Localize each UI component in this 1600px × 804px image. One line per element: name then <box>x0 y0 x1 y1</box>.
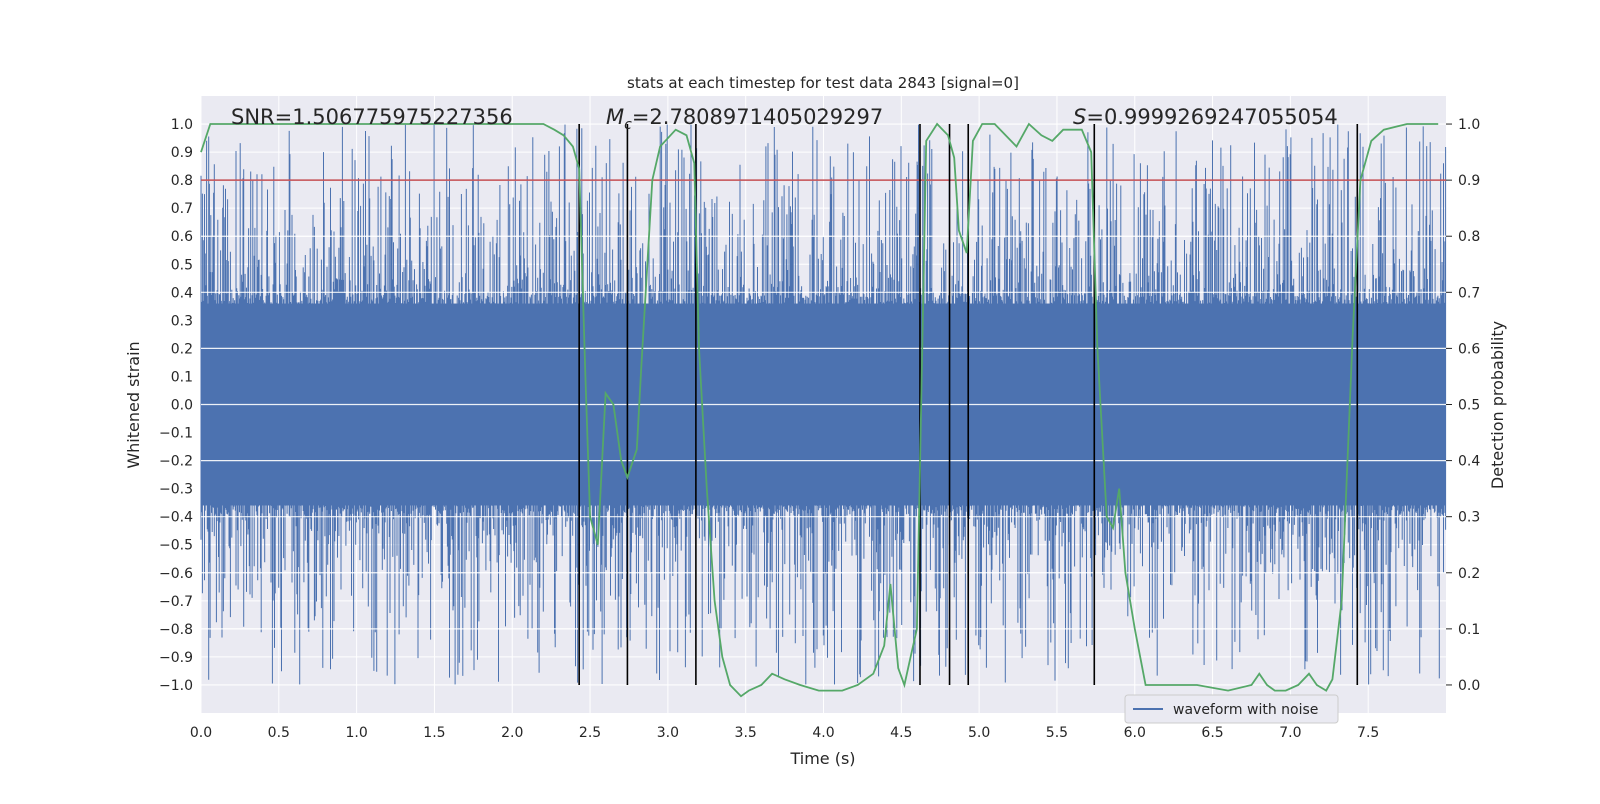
x-tick-label: 1.5 <box>423 725 445 741</box>
x-tick-label: 6.5 <box>1201 725 1223 741</box>
y2-tick-label: 0.7 <box>1458 285 1480 301</box>
y2-tick-label: 0.4 <box>1458 454 1480 470</box>
annotation-s: S=0.9999269247055054 <box>1073 105 1338 129</box>
x-tick-label: 0.0 <box>190 725 212 741</box>
y-tick-label: 1.0 <box>171 117 193 133</box>
y-tick-label: −0.7 <box>159 594 193 610</box>
y-tick-label: −0.8 <box>159 622 193 638</box>
x-tick-label: 3.5 <box>735 725 757 741</box>
y-tick-label: −1.0 <box>159 678 193 694</box>
annotation-s-value: =0.9999269247055054 <box>1086 105 1337 129</box>
x-tick-label: 2.0 <box>501 725 523 741</box>
y2-axis-label: Detection probability <box>1488 321 1507 489</box>
y-tick-label: 0.8 <box>171 173 193 189</box>
y2-tick-label: 0.3 <box>1458 510 1480 526</box>
annotation-s-symbol: S <box>1073 105 1086 129</box>
x-tick-label: 5.0 <box>968 725 990 741</box>
probability-layer <box>200 122 1439 698</box>
y-tick-label: −0.3 <box>159 482 193 498</box>
annotation-mc: Mc=2.7808971405029297 <box>606 105 883 133</box>
x-tick-label: 7.0 <box>1279 725 1301 741</box>
y2-tick-label: 0.2 <box>1458 566 1480 582</box>
y-tick-label: −0.5 <box>159 538 193 554</box>
annotation-mc-value: =2.7808971405029297 <box>632 105 883 129</box>
y-tick-label: 0.7 <box>171 201 193 217</box>
x-tick-label: 3.0 <box>657 725 679 741</box>
y-tick-label: 0.6 <box>171 229 193 245</box>
y-tick-label: 0.2 <box>171 341 193 357</box>
y-tick-label: −0.6 <box>159 566 193 582</box>
y2-tick-label: 0.1 <box>1458 622 1480 638</box>
x-tick-label: 4.0 <box>812 725 834 741</box>
y-tick-label: −0.1 <box>159 426 193 442</box>
y-tick-label: −0.4 <box>159 510 193 526</box>
annotation-mc-symbol: M <box>606 105 624 129</box>
x-tick-label: 4.5 <box>890 725 912 741</box>
y-tick-label: 0.1 <box>171 369 193 385</box>
y-axis-label: Whitened strain <box>124 341 143 468</box>
x-tick-label: 7.5 <box>1357 725 1379 741</box>
annotation-mc-subscript: c <box>624 117 632 133</box>
detection-probability-line <box>200 122 1439 698</box>
legend-label: waveform with noise <box>1173 702 1318 718</box>
y-tick-label: −0.9 <box>159 650 193 666</box>
annotation-snr: SNR=1.506775975227356 <box>231 105 513 129</box>
tick-labels: 0.0 0.5 1.0 1.5 2.0 2.5 3.0 3.5 4.0 4.5 5.0 5.5 6.0 6… <box>159 117 1480 741</box>
x-tick-label: 2.5 <box>579 725 601 741</box>
x-tick-label: 1.0 <box>345 725 367 741</box>
x-axis-label: Time (s) <box>789 749 855 768</box>
legend: waveform with noise <box>1124 694 1339 724</box>
legend-box <box>1124 694 1339 724</box>
y-tick-label: 0.4 <box>171 285 193 301</box>
y2-tick-label: 0.5 <box>1458 398 1480 414</box>
y2-tick-label: 0.9 <box>1458 173 1480 189</box>
y-tick-label: −0.2 <box>159 454 193 470</box>
chart-title: stats at each timestep for test data 284… <box>627 74 1019 92</box>
y-tick-label: 0.9 <box>171 145 193 161</box>
x-tick-label: 5.5 <box>1046 725 1068 741</box>
x-tick-label: 0.5 <box>268 725 290 741</box>
y-tick-label: 0.5 <box>171 257 193 273</box>
y2-tick-label: 0.0 <box>1458 678 1480 694</box>
y-tick-label: 0.0 <box>171 398 193 414</box>
y2-tick-label: 1.0 <box>1458 117 1480 133</box>
x-tick-label: 6.0 <box>1124 725 1146 741</box>
y2-tick-label: 0.8 <box>1458 229 1480 245</box>
y2-tick-label: 0.6 <box>1458 341 1480 357</box>
y-tick-label: 0.3 <box>171 313 193 329</box>
